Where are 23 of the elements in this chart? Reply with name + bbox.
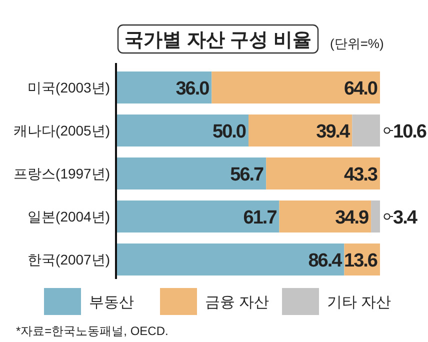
- data-label: 36.0: [176, 78, 210, 100]
- data-label: 10.6: [393, 122, 426, 142]
- y-tick-label: 한국(2007년): [28, 252, 110, 268]
- data-label: 13.6: [344, 250, 378, 272]
- y-tick-label: 일본(2004년): [28, 208, 110, 224]
- data-label: 50.0: [212, 122, 246, 142]
- data-label: 86.4: [308, 250, 343, 272]
- y-tick-label: 미국(2003년): [28, 80, 110, 96]
- legend-label: 금융 자산: [205, 294, 270, 311]
- data-label: 56.7: [230, 164, 264, 186]
- data-label: 43.3: [344, 164, 378, 186]
- data-label: 61.7: [243, 208, 277, 228]
- text: *자료=한국노동패널, OECD.: [16, 324, 168, 338]
- legend-label: 부동산: [89, 294, 134, 311]
- y-tick-label: 캐나다(2005년): [14, 122, 110, 138]
- chart-subtitle: (단위=%): [330, 36, 384, 51]
- data-label: 34.9: [335, 208, 368, 228]
- legend-label: 기타 자산: [327, 294, 392, 311]
- data-label: 3.4: [393, 208, 418, 228]
- y-tick-label: 프랑스(1997년): [14, 166, 110, 182]
- data-label: 64.0: [344, 78, 378, 100]
- chart-title: 국가별 자산 구성 비율: [124, 30, 312, 51]
- data-label: 39.4: [316, 122, 351, 142]
